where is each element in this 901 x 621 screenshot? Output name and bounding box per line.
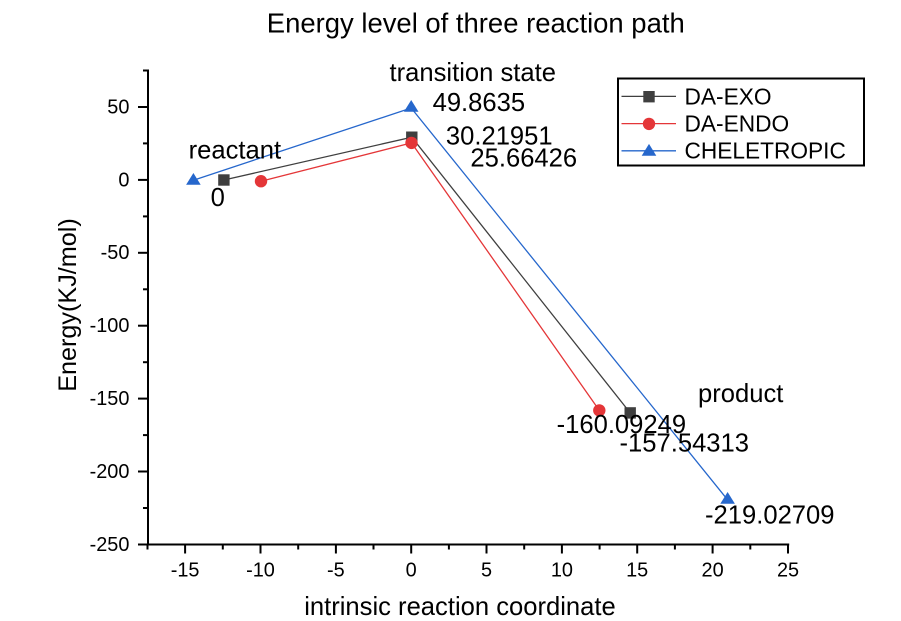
svg-text:20: 20 bbox=[702, 559, 724, 581]
svg-text:0: 0 bbox=[118, 169, 129, 191]
svg-text:DA-ENDO: DA-ENDO bbox=[685, 111, 790, 137]
svg-text:-5: -5 bbox=[327, 559, 345, 581]
svg-text:-250: -250 bbox=[90, 534, 130, 556]
svg-text:0: 0 bbox=[406, 559, 417, 581]
svg-text:-10: -10 bbox=[246, 559, 275, 581]
svg-text:-200: -200 bbox=[90, 461, 130, 483]
svg-text:25.66426: 25.66426 bbox=[470, 144, 577, 172]
svg-text:50: 50 bbox=[107, 96, 129, 118]
svg-text:49.8635: 49.8635 bbox=[433, 89, 526, 117]
svg-text:product: product bbox=[698, 380, 783, 408]
svg-text:15: 15 bbox=[626, 559, 648, 581]
svg-text:-150: -150 bbox=[90, 388, 130, 410]
svg-text:-50: -50 bbox=[101, 242, 130, 264]
svg-text:intrinsic reaction coordinate: intrinsic reaction coordinate bbox=[304, 593, 616, 621]
svg-text:-160.09249: -160.09249 bbox=[557, 411, 687, 439]
svg-text:10: 10 bbox=[551, 559, 573, 581]
svg-text:DA-EXO: DA-EXO bbox=[685, 83, 772, 109]
svg-text:Energy(KJ/mol): Energy(KJ/mol) bbox=[54, 218, 82, 392]
svg-text:transition state: transition state bbox=[390, 59, 556, 87]
svg-text:-219.02709: -219.02709 bbox=[705, 502, 835, 530]
svg-text:CHELETROPIC: CHELETROPIC bbox=[685, 138, 846, 164]
svg-text:-100: -100 bbox=[90, 315, 130, 337]
svg-text:reactant: reactant bbox=[189, 136, 281, 164]
svg-text:5: 5 bbox=[481, 559, 492, 581]
svg-text:-157.54313: -157.54313 bbox=[620, 430, 750, 458]
svg-text:30.21951: 30.21951 bbox=[446, 123, 553, 151]
svg-text:0: 0 bbox=[211, 184, 225, 212]
svg-text:-15: -15 bbox=[171, 559, 200, 581]
svg-text:25: 25 bbox=[777, 559, 799, 581]
svg-text:Energy level of three reaction: Energy level of three reaction path bbox=[267, 8, 685, 39]
